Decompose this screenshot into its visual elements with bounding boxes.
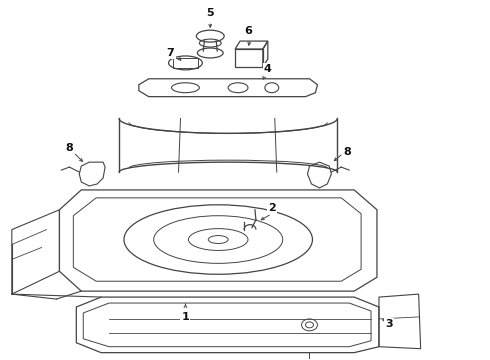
Text: 3: 3	[385, 319, 392, 329]
Text: 8: 8	[66, 143, 73, 153]
Text: 4: 4	[264, 64, 272, 74]
Text: 8: 8	[343, 147, 351, 157]
Text: 7: 7	[167, 48, 174, 58]
Text: 5: 5	[206, 8, 214, 18]
Text: 6: 6	[244, 26, 252, 36]
Text: 2: 2	[268, 203, 276, 213]
Text: 1: 1	[182, 312, 189, 322]
